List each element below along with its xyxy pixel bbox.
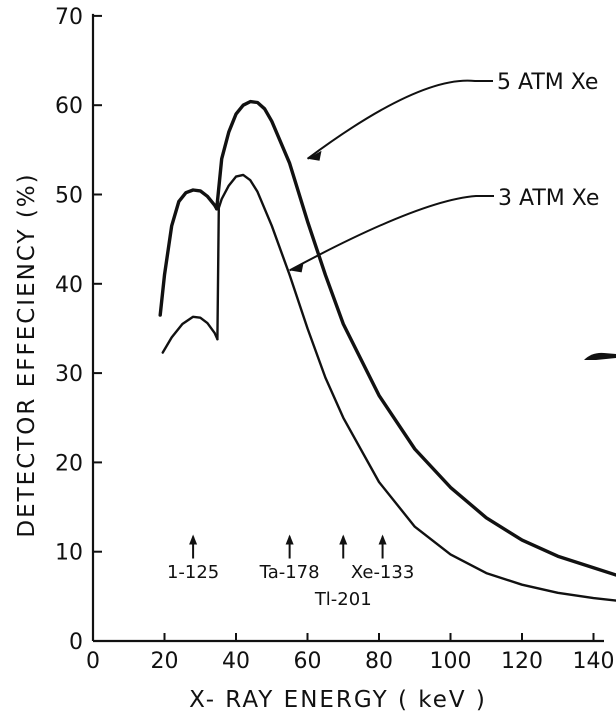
x-tick-label: 80: [365, 649, 393, 674]
x-tick-label: 60: [294, 649, 322, 674]
annotation-arrowhead: [339, 534, 348, 545]
x-tick-label: 40: [222, 649, 250, 674]
series-leader-line: [306, 79, 493, 160]
series-label: 3 ATM Xe: [498, 186, 599, 211]
annotation-label: 1-125: [167, 562, 219, 583]
y-tick-label: 60: [55, 94, 83, 119]
series-leader-arrowhead: [307, 150, 322, 161]
series-labels: 5 ATM Xe 3 ATM Xe: [497, 70, 599, 211]
series-label: 5 ATM Xe: [497, 70, 598, 95]
axes: [91, 13, 604, 643]
annotation-arrowhead: [285, 534, 294, 545]
annotation-arrowhead: [189, 534, 198, 545]
series-leader-arrowhead: [289, 262, 304, 273]
annotation-label: Xe-133: [351, 562, 414, 583]
x-tick-label: 100: [430, 649, 472, 674]
x-tick-label: 140: [573, 649, 615, 674]
y-tick-label: 20: [55, 451, 83, 476]
series-leaders: [289, 79, 494, 273]
x-ticks: 0 20 40 60 80 100 120 140: [86, 633, 615, 674]
y-tick-label: 40: [55, 273, 83, 298]
series-line: [215, 99, 616, 577]
series-leader-line: [289, 195, 494, 272]
y-axis-title: DETECTOR EFFECIENCY (%): [14, 172, 40, 537]
y-ticks: 0 10 20 30 40 50 60 70: [55, 5, 102, 655]
isotope-annotations: 1-125 Ta-178 Tl-201 Xe-133: [167, 534, 414, 610]
x-tick-label: 20: [151, 649, 179, 674]
annotation-label: Ta-178: [259, 562, 320, 583]
x-tick-label: 120: [501, 649, 543, 674]
series-line: [158, 188, 219, 317]
series-line: [216, 173, 616, 602]
y-tick-label: 50: [55, 184, 83, 209]
y-tick-label: 30: [55, 362, 83, 387]
y-tick-label: 10: [55, 541, 83, 566]
x-axis-title: X- RAY ENERGY ( keV ): [189, 687, 487, 713]
annotation-arrowhead: [378, 534, 387, 545]
y-tick-label: 0: [69, 630, 83, 655]
series-curves: [158, 99, 616, 602]
stray-mark: [584, 352, 616, 360]
annotation-label: Tl-201: [314, 589, 372, 610]
series-line: [161, 315, 219, 354]
x-tick-label: 0: [86, 649, 100, 674]
y-tick-label: 70: [55, 5, 83, 30]
